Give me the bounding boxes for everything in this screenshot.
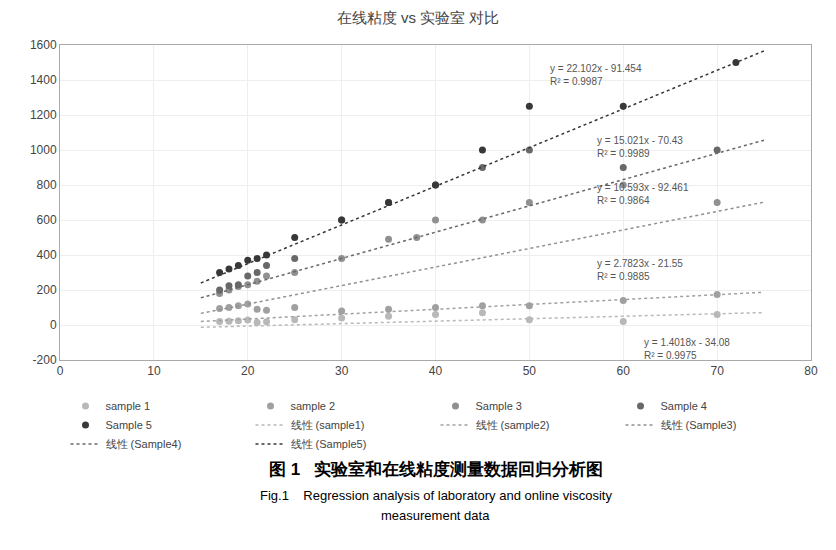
- svg-text:y = 10.593x - 92.461R² = 0.986: y = 10.593x - 92.461R² = 0.9864: [597, 182, 689, 206]
- svg-text:sample 2: sample 2: [291, 400, 336, 412]
- svg-text:70: 70: [710, 364, 724, 378]
- svg-text:0: 0: [57, 364, 64, 378]
- svg-text:1600: 1600: [30, 38, 57, 52]
- svg-text:Fig.1 Regression analysis o: Fig.1 Regression analysis of laboratory …: [260, 488, 612, 503]
- svg-text:80: 80: [804, 364, 818, 378]
- svg-text:-200: -200: [33, 353, 57, 367]
- svg-text:0: 0: [50, 318, 57, 332]
- svg-text:图 1 实验室和在线粘度测量数据回归分析图: 图 1 实验室和在线粘度测量数据回归分析图: [269, 460, 603, 479]
- svg-text:Sample 5: Sample 5: [106, 419, 152, 431]
- svg-text:1200: 1200: [30, 108, 57, 122]
- svg-text:1400: 1400: [30, 73, 57, 87]
- svg-text:10: 10: [147, 364, 161, 378]
- svg-text:40: 40: [429, 364, 443, 378]
- svg-text:20: 20: [241, 364, 255, 378]
- svg-text:线性 (Sample5): 线性 (Sample5): [291, 438, 367, 450]
- svg-text:measurement data: measurement data: [381, 508, 490, 523]
- svg-text:y = 15.021x - 70.43R² = 0.9989: y = 15.021x - 70.43R² = 0.9989: [597, 135, 683, 159]
- svg-text:y = 2.7823x - 21.55R² = 0.9885: y = 2.7823x - 21.55R² = 0.9885: [597, 258, 683, 282]
- svg-text:30: 30: [335, 364, 349, 378]
- svg-text:y = 1.4018x - 34.08R² = 0.9975: y = 1.4018x - 34.08R² = 0.9975: [644, 337, 730, 361]
- svg-text:Sample 4: Sample 4: [661, 400, 707, 412]
- svg-text:800: 800: [37, 178, 57, 192]
- svg-text:线性 (sample1): 线性 (sample1): [291, 419, 365, 431]
- svg-text:Sample 3: Sample 3: [476, 400, 522, 412]
- svg-text:600: 600: [37, 213, 57, 227]
- svg-text:线性 (sample2): 线性 (sample2): [476, 419, 550, 431]
- svg-text:200: 200: [37, 283, 57, 297]
- svg-text:400: 400: [37, 248, 57, 262]
- svg-text:y = 22.102x - 91.454R² = 0.998: y = 22.102x - 91.454R² = 0.9987: [550, 63, 642, 87]
- svg-text:在线粘度 vs 实验室 对比: 在线粘度 vs 实验室 对比: [337, 9, 500, 26]
- svg-text:线性 (Sample4): 线性 (Sample4): [106, 438, 182, 450]
- svg-text:sample 1: sample 1: [106, 400, 151, 412]
- svg-text:线性 (Sample3): 线性 (Sample3): [661, 419, 737, 431]
- svg-text:50: 50: [523, 364, 537, 378]
- svg-text:60: 60: [617, 364, 631, 378]
- svg-text:1000: 1000: [30, 143, 57, 157]
